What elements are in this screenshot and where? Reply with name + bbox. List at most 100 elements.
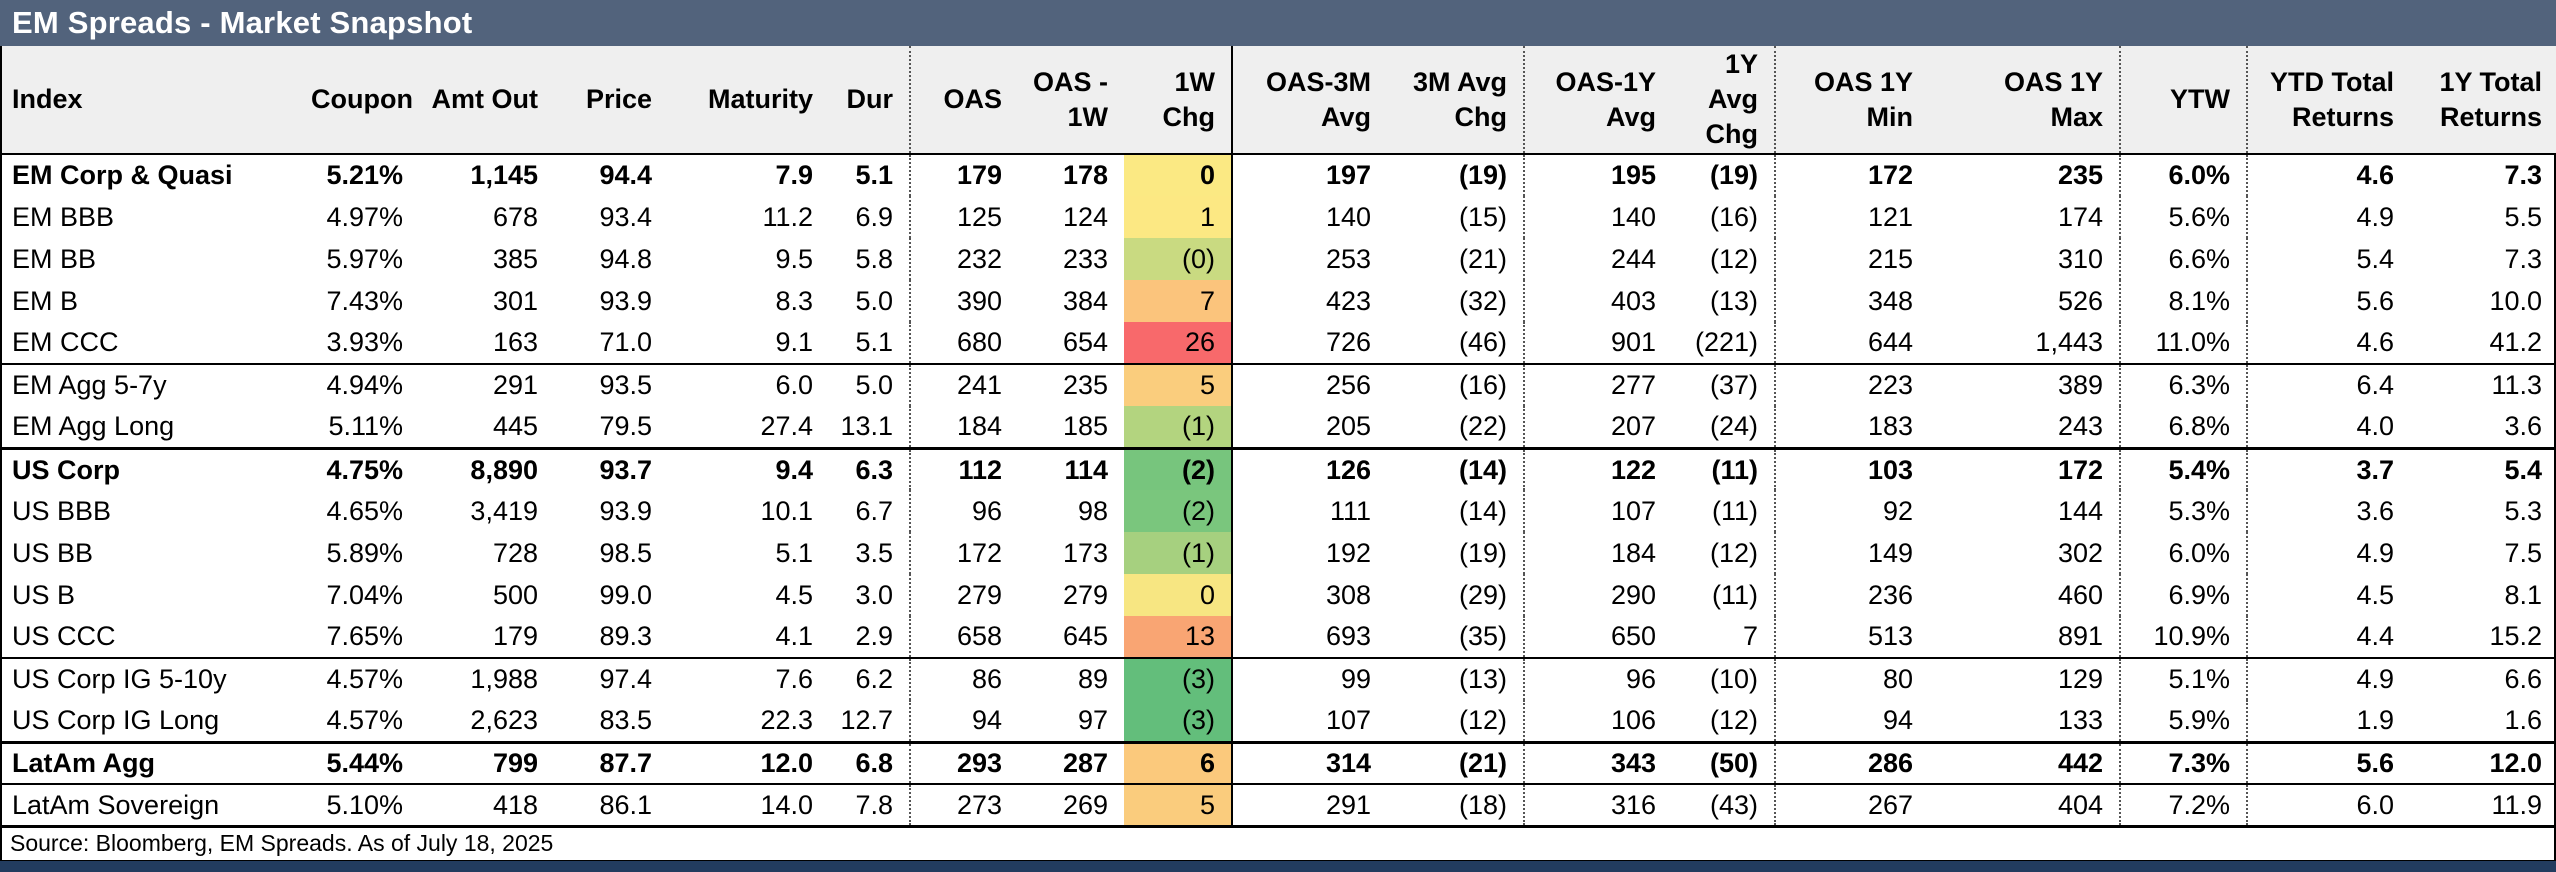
cell-maturity: 5.1 [775,537,813,568]
cell-ytw: 6.9% [2119,574,2247,617]
cell-ytw: 7.3% [2119,742,2247,786]
cell-oas_1w: 269 [1018,784,1124,828]
cell-chg_3m_avg: (14) [1458,454,1507,485]
cell-chg_1w: (3) [1124,700,1232,744]
cell-ytd_total: 4.6 [2246,154,2410,197]
cell-oas_1y_max: 1,443 [1929,322,2120,366]
cell-oas: 112 [909,448,1018,491]
cell-price: 83.5 [554,700,668,744]
cell-maturity: 8.3 [775,285,813,316]
cell-oas_1y_avg: 140 [1523,196,1672,239]
cell-dur: 5.1 [855,160,893,191]
cell-chg_1w: 13 [1124,616,1232,660]
cell-ytd_total: 4.9 [2246,658,2410,701]
row-label: US Corp IG 5-10y [12,664,227,695]
cell-maturity: 27.4 [668,406,829,450]
cell-ytd_total: 4.5 [2246,574,2410,617]
cell-chg_3m_avg: (13) [1458,664,1507,695]
cell-chg_1y_avg: 7 [1672,616,1775,660]
row-label: LatAm Sovereign [2,784,310,828]
cell-ytd_total: 3.7 [2246,448,2410,491]
cell-chg_3m_avg: (35) [1387,616,1524,660]
cell-ytd_total: 4.9 [2246,196,2410,239]
cell-oas_1y_max: 526 [2057,285,2103,316]
cell-oas_1y_min: 121 [1774,196,1929,239]
cell-chg_1w: (0) [1124,238,1232,281]
cell-oas_1y_max: 310 [2057,243,2103,274]
col-header-chg_3m_avg: 3M Avg Chg [1387,46,1524,156]
table-row: EM Agg 5-7y 4.94% 291 93.5 6.0 5.0 241 235 5 256 (… [2,364,2556,407]
page-title: EM Spreads - Market Snapshot [12,5,473,40]
cell-price: 79.5 [554,406,668,450]
cell-price: 93.7 [599,454,652,485]
cell-oas_1y_min: 644 [1774,322,1929,366]
cell-oas_1y_min: 172 [1774,154,1929,197]
cell-oas_1w: 178 [1062,160,1108,191]
cell-coupon: 4.94% [326,370,403,401]
cell-chg_3m_avg: (19) [1458,160,1507,191]
cell-coupon: 5.11% [310,406,419,450]
cell-maturity: 4.1 [668,616,829,660]
cell-chg_3m_avg: (32) [1458,285,1507,316]
cell-chg_3m_avg: (15) [1458,201,1507,232]
cell-one_y_total: 10.0 [2489,285,2542,316]
cell-oas_3m_avg: 205 [1231,406,1387,450]
cell-one_y_total: 5.3 [2504,495,2542,526]
cell-maturity: 7.6 [775,664,813,695]
cell-ytw: 8.1% [2119,280,2247,323]
cell-oas: 293 [909,742,1018,786]
table-row: EM BBB 4.97% 678 93.4 11.2 6.9 125 124 1 140 (15) 1… [2,196,2556,239]
cell-oas_1y_min: 236 [1774,574,1929,617]
table-row: LatAm Sovereign 5.10% 418 86.1 14.0 7.8 273 269… [2,784,2556,828]
col-header-dur: Dur [829,46,910,156]
cell-oas_1y_min: 149 [1774,532,1929,575]
row-label: EM BB [12,243,97,274]
cell-chg_1y_avg: (10) [1709,664,1758,695]
cell-maturity: 9.5 [775,243,813,274]
cell-oas_3m_avg: 253 [1231,238,1387,281]
cell-oas_1y_max: 133 [1929,700,2120,744]
cell-ytd_total: 4.0 [2246,406,2410,450]
cell-oas_1y_min: 80 [1774,658,1929,701]
cell-amt_out: 8,890 [470,454,538,485]
cell-oas_1y_max: 174 [2057,201,2103,232]
cell-ytd_total: 5.6 [2246,742,2410,786]
cell-ytd_total: 4.9 [2246,532,2410,575]
cell-ytw: 10.9% [2119,616,2247,660]
cell-ytd_total: 5.6 [2246,280,2410,323]
cell-ytw: 6.8% [2119,406,2247,450]
cell-ytw: 5.3% [2119,490,2247,533]
col-header-ytw: YTW [2119,46,2247,156]
cell-oas_1y_avg: 290 [1523,574,1672,617]
cell-chg_1y_avg: (43) [1672,784,1775,828]
cell-oas_1w: 173 [1062,537,1108,568]
cell-chg_1y_avg: (19) [1709,160,1758,191]
cell-ytw: 6.3% [2119,364,2247,407]
cell-dur: 12.7 [829,700,910,744]
row-label: US Corp [12,454,120,485]
cell-oas_1y_min: 223 [1774,364,1929,407]
cell-oas_1y_avg: 184 [1523,532,1672,575]
cell-one_y_total: 7.5 [2504,537,2542,568]
cell-chg_1y_avg: (221) [1672,322,1775,366]
table-row: EM CCC 3.93% 163 71.0 9.1 5.1 680 654 26 726 (46) 9… [2,322,2556,366]
table-body: EM Corp & Quasi 5.21% 1,145 94.4 7.9 5.1 179 17… [2,154,2556,828]
cell-amt_out: 291 [492,370,538,401]
cell-oas_3m_avg: 192 [1231,532,1387,575]
cell-amt_out: 179 [419,616,554,660]
cell-chg_1y_avg: (16) [1709,201,1758,232]
cell-coupon: 4.57% [326,664,403,695]
spreads-table: Index Coupon Amt Out Price Maturity Dur OAS OAS… [2,46,2556,828]
cell-oas_1y_max: 404 [1929,784,2120,828]
cell-one_y_total: 3.6 [2410,406,2556,450]
row-label: EM Agg Long [2,406,310,450]
row-label: EM B [12,285,79,316]
table-row: US BBB 4.65% 3,419 93.9 10.1 6.7 96 98 (2) 111 (14… [2,490,2556,533]
cell-oas_1y_min: 267 [1774,784,1929,828]
cell-amt_out: 678 [492,201,538,232]
cell-maturity: 6.0 [775,370,813,401]
cell-dur: 5.8 [855,243,893,274]
cell-dur: 6.8 [829,742,910,786]
cell-oas_3m_avg: 308 [1231,574,1387,617]
cell-amt_out: 500 [492,579,538,610]
